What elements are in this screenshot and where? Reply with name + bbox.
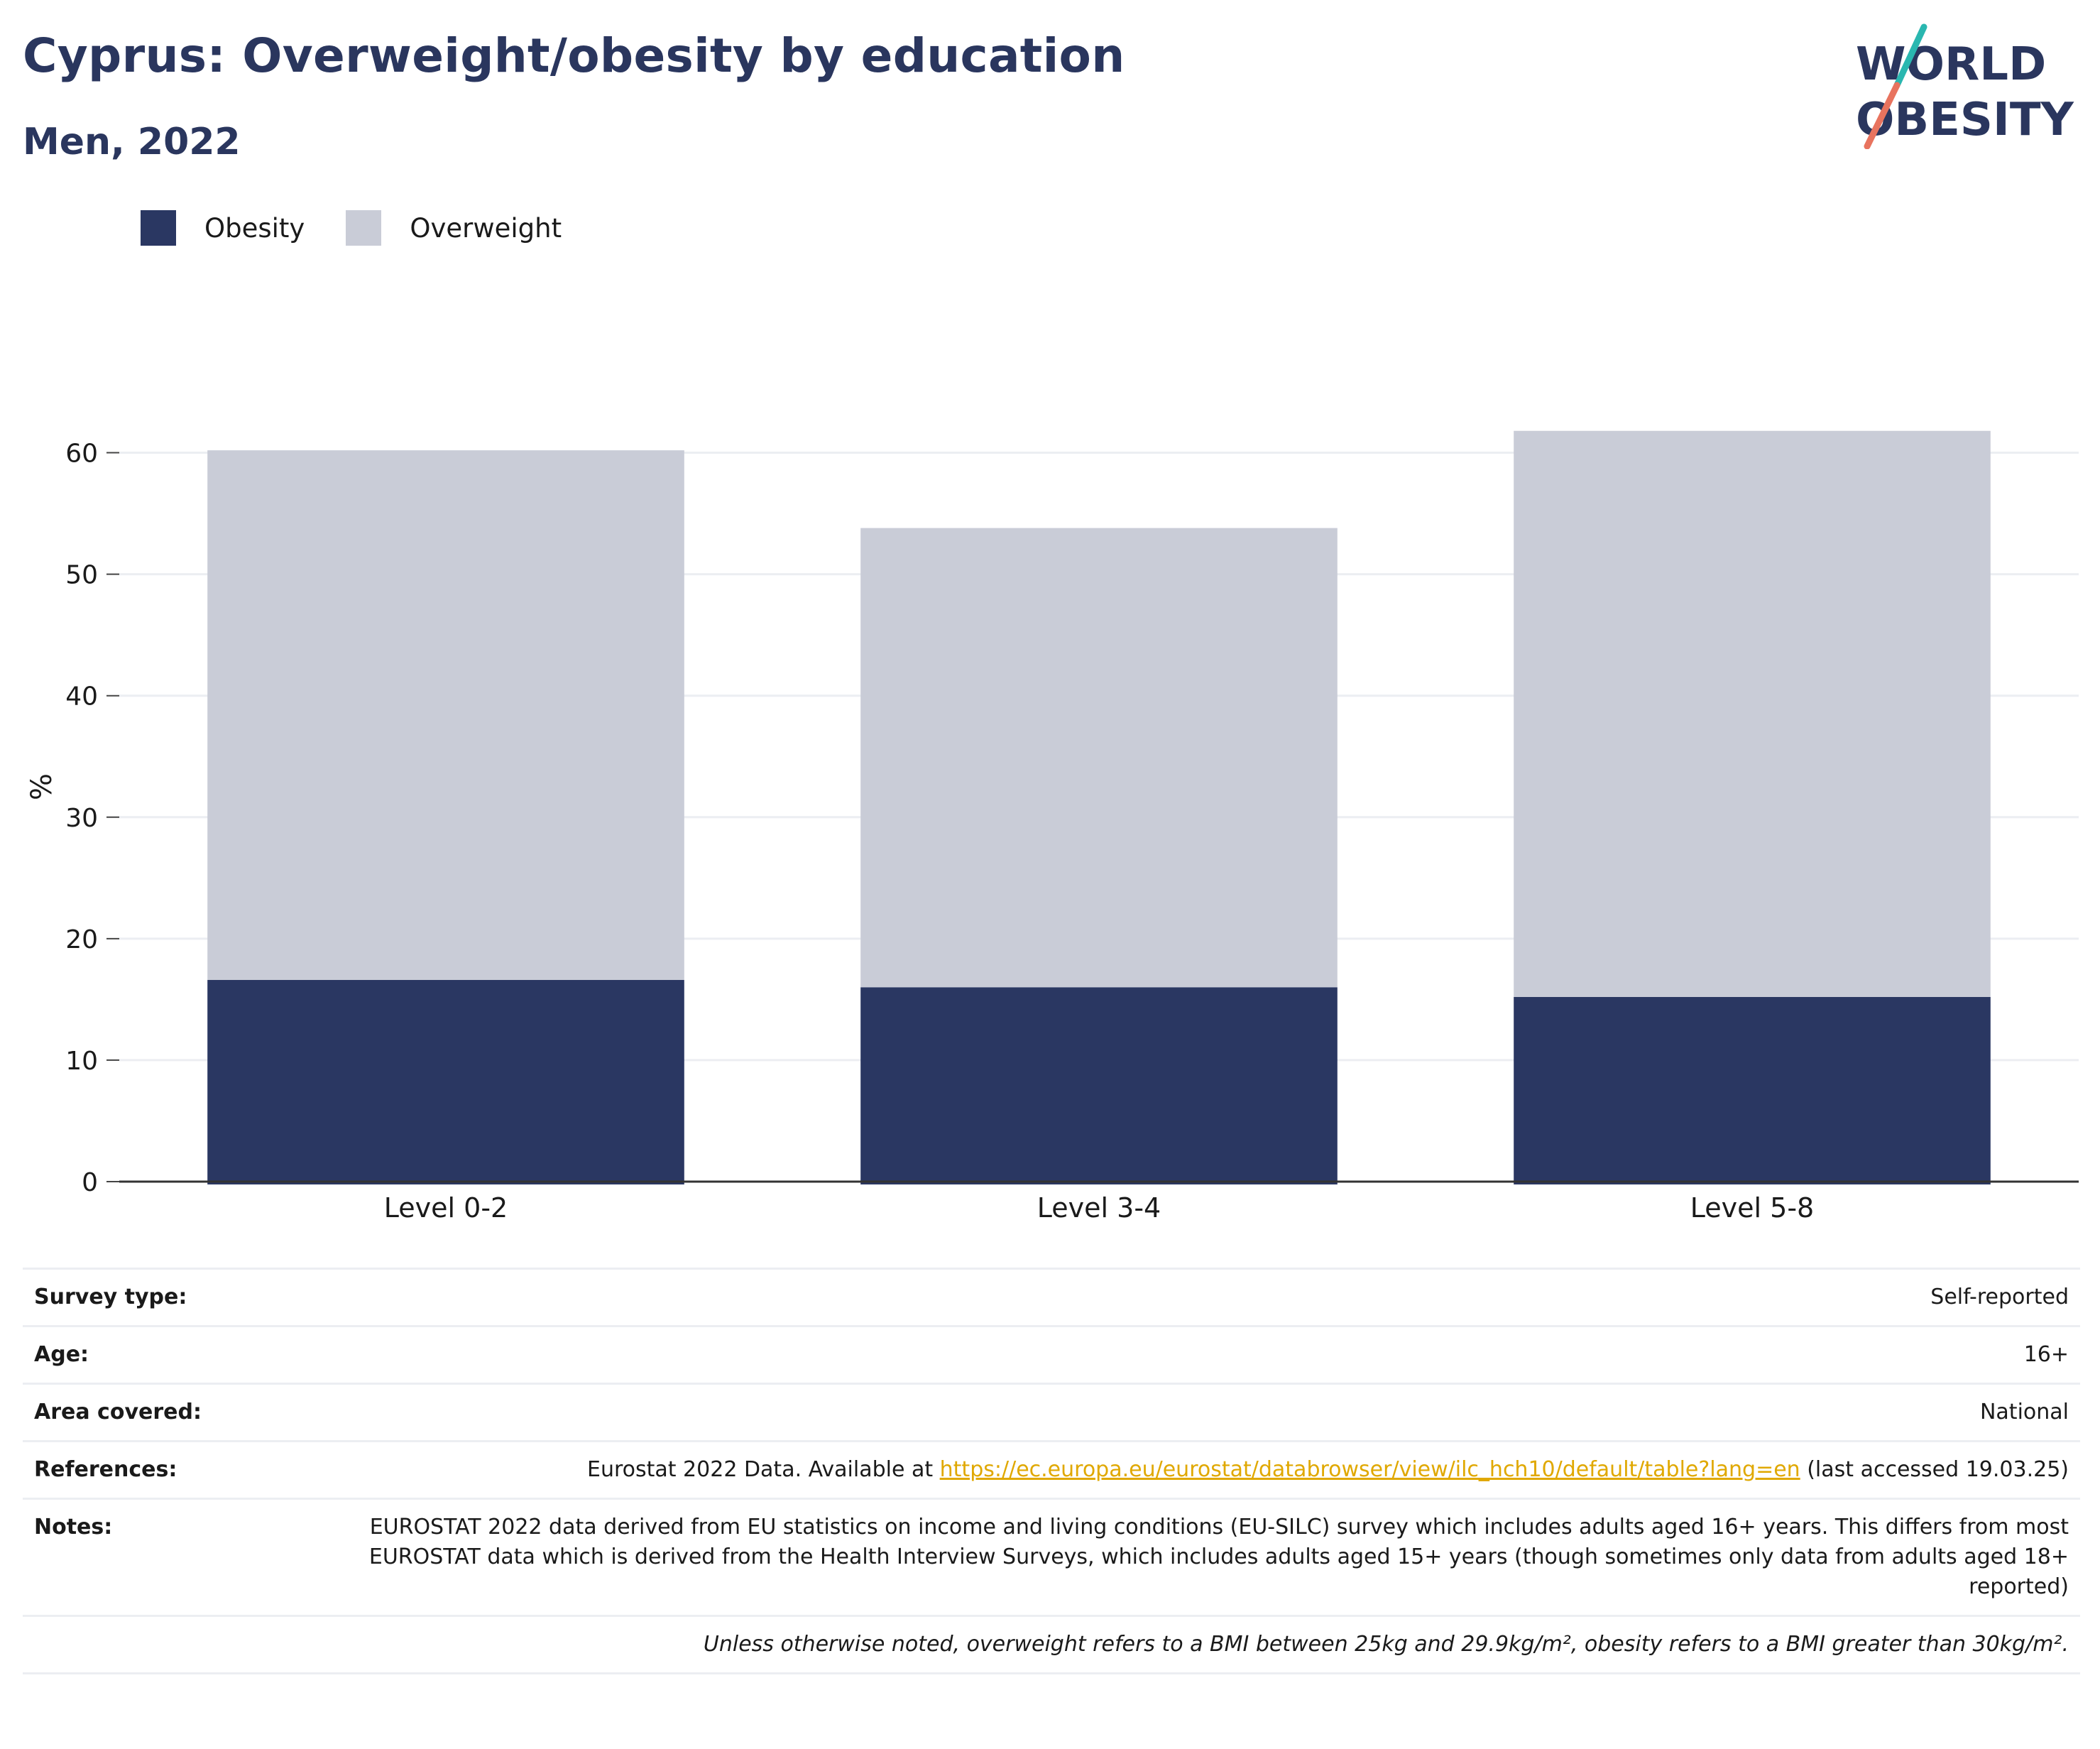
y-axis-label: % <box>26 773 58 800</box>
survey-type-label: Survey type: <box>23 1268 344 1326</box>
x-tick-label-1: Level 0-2 <box>384 1192 508 1224</box>
info-row-age: Age: 16+ <box>23 1325 2080 1384</box>
stacked-bar-chart: 0 10 20 30 40 50 60% Level 0-2 Level 3-4 Level 5-… <box>26 430 2079 1224</box>
references-value: Eurostat 2022 Data. Available at https:/… <box>344 1440 2080 1499</box>
chart-subtitle: Men, 2022 <box>23 121 241 163</box>
area-covered-label: Area covered: <box>23 1383 344 1442</box>
svg-text:WORLD: WORLD <box>1856 38 2046 91</box>
bmi-footnote: Unless otherwise noted, overweight refer… <box>23 1615 2080 1674</box>
bar-obesity-2 <box>860 987 1338 1184</box>
y-tick-label-0: 0 <box>82 1168 98 1197</box>
info-row-notes: Notes: EUROSTAT 2022 data derived from E… <box>23 1498 2080 1616</box>
chart-legend: Obesity Overweight <box>141 210 603 246</box>
notes-label: Notes: <box>23 1498 344 1616</box>
y-tick-label-40: 40 <box>65 682 98 712</box>
survey-info-table: Survey type: Self-reported Age: 16+ Area… <box>23 1268 2080 1674</box>
logo-slash-coral <box>1864 82 1901 149</box>
bar-obesity-3 <box>1514 996 1991 1184</box>
x-tick-label-3: Level 5-8 <box>1690 1192 1814 1224</box>
references-label: References: <box>23 1440 344 1499</box>
info-row-survey-type: Survey type: Self-reported <box>23 1268 2080 1326</box>
bar-overweight-1 <box>207 450 684 981</box>
y-tick-label-30: 30 <box>65 804 98 833</box>
y-tick-label-20: 20 <box>65 925 98 954</box>
legend-item-obesity[interactable]: Obesity <box>141 210 305 246</box>
legend-label-overweight: Overweight <box>410 212 562 244</box>
age-value: 16+ <box>344 1325 2080 1384</box>
svg-text:OBESITY: OBESITY <box>1856 94 2074 146</box>
legend-swatch-obesity <box>141 210 176 246</box>
y-tick-label-60: 60 <box>65 440 98 469</box>
bar-obesity-1 <box>207 980 684 1184</box>
y-tick-label-10: 10 <box>65 1047 98 1076</box>
area-covered-value: National <box>344 1383 2080 1442</box>
y-tick-label-50: 50 <box>65 561 98 590</box>
legend-swatch-overweight <box>346 210 382 246</box>
survey-type-value: Self-reported <box>344 1268 2080 1326</box>
references-suffix: (last accessed 19.03.25) <box>1800 1457 2069 1482</box>
info-row-references: References: Eurostat 2022 Data. Availabl… <box>23 1440 2080 1499</box>
info-row-area: Area covered: National <box>23 1383 2080 1442</box>
bar-overweight-2 <box>860 528 1338 988</box>
logo-slash-teal <box>1893 23 1927 89</box>
eurostat-link[interactable]: https://ec.europa.eu/eurostat/databrowse… <box>939 1457 1800 1482</box>
legend-item-overweight[interactable]: Overweight <box>346 210 562 246</box>
world-obesity-logo: WORLD OBESITY <box>1856 23 2074 149</box>
legend-label-obesity: Obesity <box>204 212 305 244</box>
bar-overweight-3 <box>1514 430 1991 997</box>
info-row-footnote: Unless otherwise noted, overweight refer… <box>23 1615 2080 1674</box>
references-prefix: Eurostat 2022 Data. Available at <box>586 1457 940 1482</box>
x-tick-label-2: Level 3-4 <box>1037 1192 1161 1224</box>
age-label: Age: <box>23 1325 344 1384</box>
chart-title: Cyprus: Overweight/obesity by education <box>23 28 1125 83</box>
notes-value: EUROSTAT 2022 data derived from EU stati… <box>344 1498 2080 1616</box>
